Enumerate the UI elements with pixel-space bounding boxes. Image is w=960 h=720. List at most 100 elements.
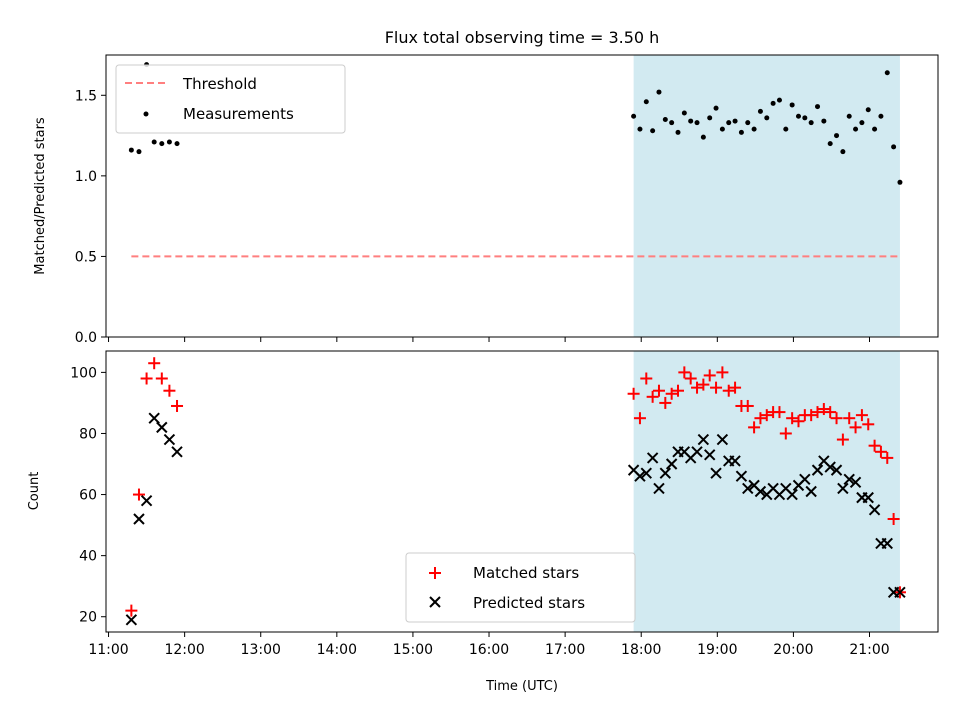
measurement-point bbox=[707, 115, 713, 121]
top-y-tick-label: 1.5 bbox=[75, 88, 97, 104]
predicted-star-point bbox=[843, 473, 855, 485]
predicted-star-point bbox=[849, 476, 862, 489]
measurement-point bbox=[821, 118, 827, 124]
matched-star-point bbox=[171, 399, 184, 412]
measurement-point bbox=[764, 115, 770, 121]
matched-star-point bbox=[868, 439, 881, 452]
predicted-star-point bbox=[156, 421, 168, 434]
bottom-y-tick-label: 80 bbox=[79, 426, 97, 442]
top-highlight-layer bbox=[633, 55, 900, 337]
matched-star-point bbox=[874, 445, 887, 458]
bottom-legend-box bbox=[405, 552, 636, 623]
measurement-point bbox=[700, 134, 706, 140]
measurement-point bbox=[656, 89, 662, 95]
matched-star-point bbox=[710, 381, 723, 394]
bottom-marks-layer bbox=[125, 357, 906, 626]
matched-star-point bbox=[125, 604, 138, 617]
predicted-star-point bbox=[805, 485, 817, 498]
x-tick-label: 18:00 bbox=[621, 642, 661, 658]
top-y-tick-label: 0.0 bbox=[75, 330, 97, 346]
top-plot-frame bbox=[105, 54, 939, 338]
predicted-star-point bbox=[704, 449, 716, 461]
matched-star-point bbox=[627, 387, 640, 400]
measurement-point bbox=[688, 118, 694, 124]
measurement-point bbox=[834, 133, 840, 139]
x-tick-label: 16:00 bbox=[469, 642, 509, 658]
predicted-star-point bbox=[646, 452, 659, 464]
top-x-ticks bbox=[108, 337, 871, 342]
predicted-star-point bbox=[163, 433, 176, 446]
x-tick-label: 15:00 bbox=[393, 642, 433, 658]
matched-star-point bbox=[843, 412, 856, 425]
bottom-panel: 20 40 60 80 100 11:00 12:00 13:00 14:00 15:00 16:… bbox=[27, 350, 939, 694]
predicted-star-point bbox=[665, 458, 678, 470]
matched-star-point bbox=[811, 406, 824, 419]
predicted-star-point bbox=[811, 464, 824, 476]
predicted-star-point bbox=[171, 446, 183, 458]
measurement-point bbox=[713, 105, 719, 111]
bottom-x-ticks: 11:00 12:00 13:00 14:00 15:00 16:00 17:00 18:00… bbox=[88, 632, 890, 658]
measurement-point bbox=[846, 113, 852, 119]
x-tick-label: 11:00 bbox=[88, 642, 128, 658]
matched-star-point bbox=[155, 372, 168, 385]
predicted-star-point bbox=[868, 504, 881, 516]
matched-star-point bbox=[633, 412, 646, 425]
matched-star-point bbox=[703, 369, 716, 382]
measurement-point bbox=[128, 147, 134, 153]
measurement-point bbox=[631, 113, 637, 119]
predicted-star-point bbox=[634, 470, 646, 482]
predicted-star-point bbox=[640, 467, 652, 479]
measurement-point bbox=[840, 149, 846, 155]
legend-measurements-label: Measurements bbox=[183, 105, 294, 123]
measurement-point bbox=[726, 120, 732, 126]
predicted-star-point bbox=[894, 586, 906, 599]
matched-star-point bbox=[646, 390, 659, 403]
bottom-y-tick-label: 40 bbox=[79, 549, 97, 565]
predicted-star-point bbox=[710, 467, 722, 479]
measurement-point bbox=[757, 108, 763, 114]
measurement-point bbox=[802, 115, 808, 121]
measurement-point bbox=[745, 120, 751, 126]
measurement-point bbox=[891, 144, 897, 150]
measurement-point bbox=[136, 149, 142, 155]
measurement-point bbox=[669, 120, 675, 126]
predicted-star-point bbox=[140, 494, 153, 507]
matched-star-point bbox=[678, 366, 691, 379]
measurement-point bbox=[751, 126, 757, 132]
predicted-star-point bbox=[716, 433, 729, 446]
x-tick-label: 14:00 bbox=[317, 642, 357, 658]
measurement-point bbox=[681, 110, 687, 116]
predicted-star-point bbox=[824, 461, 836, 473]
legend-matched-swatch bbox=[429, 567, 441, 579]
matched-star-point bbox=[792, 415, 805, 428]
predicted-star-point bbox=[742, 482, 754, 495]
measurement-point bbox=[859, 120, 865, 126]
matched-star-point bbox=[652, 384, 665, 397]
measurement-point bbox=[853, 126, 859, 132]
predicted-star-point bbox=[691, 446, 703, 458]
measurement-point bbox=[783, 126, 789, 132]
bottom-highlight-span bbox=[633, 351, 900, 632]
top-panel: 0.0 0.5 1.0 1.5 Matched/Predicted stars Thr… bbox=[33, 54, 939, 346]
measurement-point bbox=[815, 104, 821, 110]
measurement-point bbox=[776, 97, 782, 103]
predicted-star-point bbox=[653, 482, 665, 495]
matched-star-point bbox=[684, 372, 697, 385]
x-tick-label: 17:00 bbox=[545, 642, 585, 658]
matched-star-point bbox=[140, 372, 153, 385]
bottom-y-ticks: 20 40 60 80 100 bbox=[70, 365, 106, 626]
predicted-star-point bbox=[697, 433, 710, 446]
matched-star-point bbox=[817, 403, 830, 416]
measurement-point bbox=[738, 129, 744, 135]
top-highlight-span bbox=[633, 55, 900, 337]
measurement-point bbox=[878, 113, 884, 119]
matched-star-point bbox=[849, 421, 862, 434]
predicted-star-point bbox=[881, 537, 893, 550]
measurement-point bbox=[872, 126, 878, 132]
legend-measurements-swatch bbox=[143, 111, 149, 117]
matched-star-point bbox=[862, 418, 875, 431]
matched-star-point bbox=[148, 357, 161, 370]
x-axis-label: Time (UTC) bbox=[485, 679, 558, 694]
bottom-highlight-layer bbox=[633, 351, 900, 632]
